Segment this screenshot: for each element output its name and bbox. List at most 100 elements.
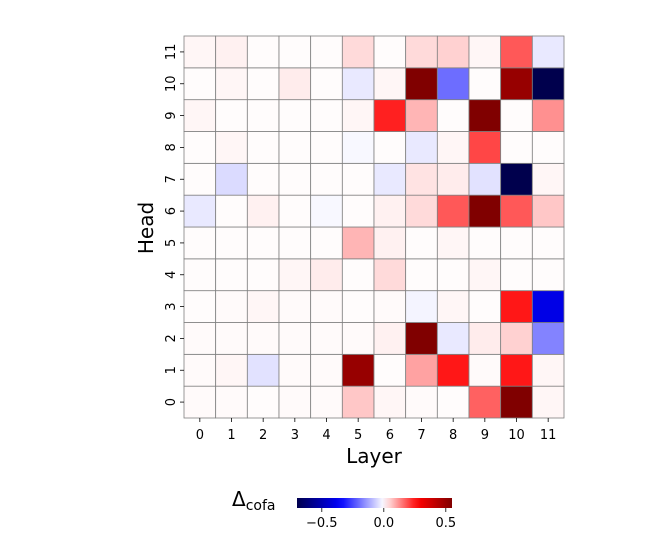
cell-head-5-layer-10 [500, 226, 533, 260]
x-tick-label-10: 10 [508, 428, 525, 443]
cell-head-11-layer-5 [341, 35, 375, 69]
cell-head-6-layer-10 [500, 194, 533, 228]
cell-head-3-layer-10 [500, 290, 533, 323]
cell-head-9-layer-7 [405, 99, 438, 132]
cell-head-2-layer-1 [215, 322, 248, 355]
y-axis-ticks: 0 1 2 3 4 5 6 7 8 9 10 11 [164, 44, 184, 406]
cell-head-1-layer-8 [436, 353, 470, 387]
cell-head-8-layer-0 [183, 131, 217, 164]
cell-head-2-layer-7 [405, 322, 438, 355]
cell-head-1-layer-5 [341, 353, 375, 387]
cell-head-0-layer-7 [405, 385, 438, 419]
cell-head-2-layer-6 [373, 322, 407, 355]
cell-head-9-layer-1 [215, 99, 248, 132]
cell-head-1-layer-3 [278, 353, 312, 387]
cell-head-7-layer-11 [531, 162, 565, 196]
cell-head-3-layer-1 [215, 290, 248, 323]
heatmap-cells [183, 35, 565, 419]
cell-head-6-layer-8 [436, 194, 470, 228]
x-tick-label-3: 3 [291, 428, 299, 443]
cell-head-4-layer-0 [183, 258, 217, 292]
y-tick-label-0: 0 [164, 398, 179, 406]
cell-head-6-layer-1 [215, 194, 248, 228]
cell-head-5-layer-4 [310, 226, 343, 260]
cell-head-6-layer-3 [278, 194, 312, 228]
cell-head-10-layer-9 [468, 67, 502, 101]
cell-head-11-layer-9 [468, 35, 502, 69]
cell-head-11-layer-6 [373, 35, 407, 69]
cell-head-9-layer-0 [183, 99, 217, 132]
cell-head-11-layer-3 [278, 35, 312, 69]
cell-head-5-layer-5 [341, 226, 375, 260]
cell-head-1-layer-10 [500, 353, 533, 387]
cell-head-0-layer-3 [278, 385, 312, 419]
cell-head-7-layer-7 [405, 162, 438, 196]
cell-head-11-layer-7 [405, 35, 438, 69]
cell-head-1-layer-7 [405, 353, 438, 387]
cell-head-8-layer-5 [341, 131, 375, 164]
cell-head-8-layer-1 [215, 131, 248, 164]
cell-head-7-layer-1 [215, 162, 248, 196]
cell-head-8-layer-6 [373, 131, 407, 164]
cell-head-7-layer-4 [310, 162, 343, 196]
cell-head-11-layer-1 [215, 35, 248, 69]
cell-head-7-layer-3 [278, 162, 312, 196]
cell-head-4-layer-3 [278, 258, 312, 292]
cell-head-8-layer-9 [468, 131, 502, 164]
cell-head-11-layer-0 [183, 35, 217, 69]
cell-head-1-layer-2 [246, 353, 280, 387]
cell-head-0-layer-11 [531, 385, 565, 419]
colorbar-ticks: −0.5 0.0 0.5 [306, 508, 456, 531]
cell-head-4-layer-1 [215, 258, 248, 292]
cell-head-4-layer-7 [405, 258, 438, 292]
cell-head-3-layer-6 [373, 290, 407, 323]
cell-head-3-layer-7 [405, 290, 438, 323]
cell-head-9-layer-11 [531, 99, 565, 132]
cell-head-0-layer-10 [500, 385, 533, 419]
cell-head-1-layer-9 [468, 353, 502, 387]
cell-head-4-layer-10 [500, 258, 533, 292]
cell-head-0-layer-0 [183, 385, 217, 419]
cell-head-4-layer-9 [468, 258, 502, 292]
colorbar-label-sub: cofa [246, 498, 276, 514]
y-tick-label-4: 4 [164, 271, 179, 279]
colorbar: Δcofa −0.5 0.0 0.5 [232, 487, 456, 531]
cell-head-3-layer-8 [436, 290, 470, 323]
cell-head-6-layer-5 [341, 194, 375, 228]
cell-head-2-layer-0 [183, 322, 217, 355]
cell-head-3-layer-5 [341, 290, 375, 323]
x-axis-label: Layer [346, 444, 403, 468]
cell-head-2-layer-9 [468, 322, 502, 355]
cell-head-9-layer-3 [278, 99, 312, 132]
cell-head-7-layer-5 [341, 162, 375, 196]
cell-head-9-layer-9 [468, 99, 502, 132]
cell-head-10-layer-8 [436, 67, 470, 101]
cell-head-1-layer-6 [373, 353, 407, 387]
cell-head-3-layer-4 [310, 290, 343, 323]
cell-head-2-layer-3 [278, 322, 312, 355]
colorbar-tick-label-0: −0.5 [306, 516, 338, 531]
cell-head-2-layer-5 [341, 322, 375, 355]
cell-head-0-layer-9 [468, 385, 502, 419]
cell-head-11-layer-10 [500, 35, 533, 69]
cell-head-1-layer-1 [215, 353, 248, 387]
y-tick-label-3: 3 [164, 302, 179, 310]
cell-head-5-layer-9 [468, 226, 502, 260]
cell-head-10-layer-7 [405, 67, 438, 101]
cell-head-7-layer-10 [500, 162, 533, 196]
x-tick-label-6: 6 [386, 428, 394, 443]
cell-head-6-layer-0 [183, 194, 217, 228]
x-tick-label-8: 8 [449, 428, 457, 443]
x-tick-label-7: 7 [417, 428, 425, 443]
y-tick-label-8: 8 [164, 143, 179, 151]
colorbar-label: Δcofa [232, 487, 275, 514]
y-tick-label-5: 5 [164, 239, 179, 247]
cell-head-8-layer-2 [246, 131, 280, 164]
x-tick-label-1: 1 [227, 428, 235, 443]
cell-head-10-layer-3 [278, 67, 312, 101]
cell-head-0-layer-6 [373, 385, 407, 419]
cell-head-9-layer-4 [310, 99, 343, 132]
cell-head-2-layer-4 [310, 322, 343, 355]
cell-head-10-layer-1 [215, 67, 248, 101]
cell-head-2-layer-8 [436, 322, 470, 355]
